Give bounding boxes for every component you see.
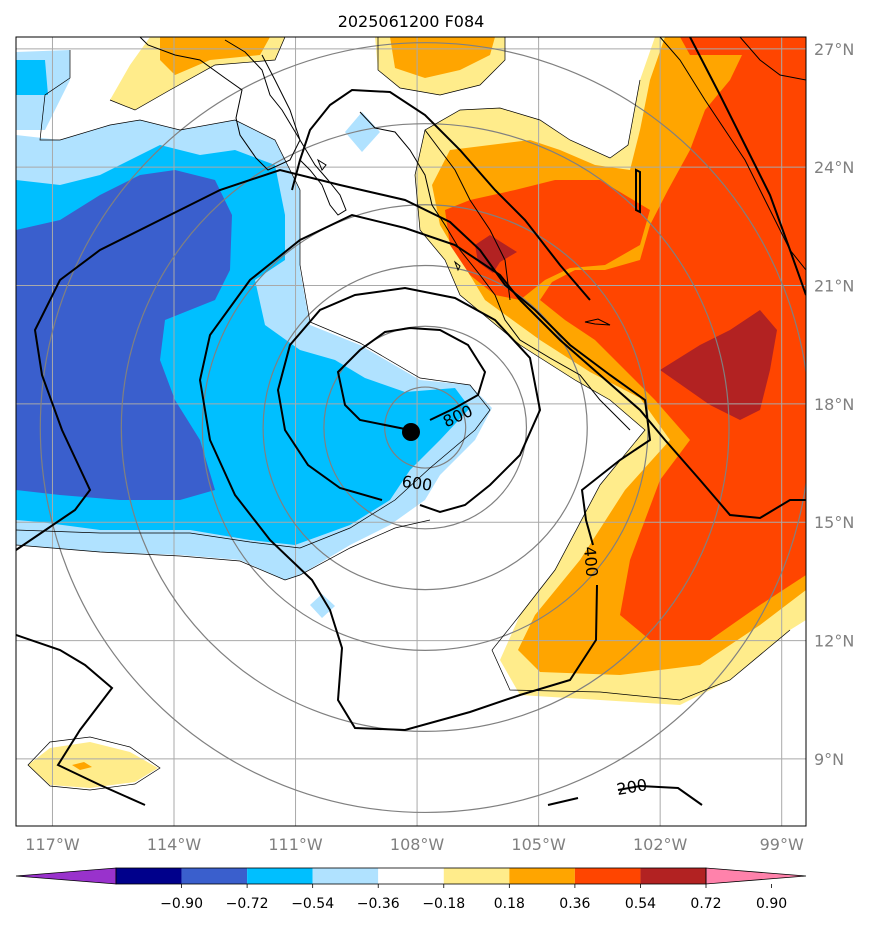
colorbar-segment: [312, 868, 379, 884]
lat-tick-label: 9°N: [814, 750, 844, 769]
mainland-coast: [424, 129, 511, 301]
colorbar-segment: [116, 868, 182, 884]
range-ring: [323, 325, 528, 530]
outline-west-field: [16, 50, 491, 549]
shade-dark-red-b: [660, 310, 777, 420]
map-title: 2025061200 F084: [338, 12, 485, 31]
shade-orange-spot-sw: [72, 762, 92, 770]
shade-orange-north-a: [390, 37, 495, 78]
contour-southwest: [16, 634, 146, 806]
colorbar: −0.90 −0.72 −0.54 −0.36 −0.18 0.18 0.36 0.54 0.7…: [15, 867, 807, 912]
colorbar-segment: [640, 868, 706, 884]
contour-400: [16, 168, 652, 551]
contour-sliver: [635, 168, 641, 214]
baja-coast-west: [139, 37, 301, 171]
colorbar-tick-label: 0.18: [494, 896, 525, 912]
colorbar-tick-label: −0.90: [160, 896, 203, 912]
contour-lines: [16, 37, 806, 806]
colorbar-tick-label: −0.72: [226, 896, 269, 912]
lat-tick-label: 15°N: [814, 513, 854, 532]
shade-red-orange-center: [445, 180, 650, 300]
lat-tick-label: 18°N: [814, 395, 854, 414]
contour-east-border: [689, 37, 806, 296]
shade-dark-red-a: [475, 235, 517, 273]
outline-east-field: [414, 79, 791, 701]
lake-a: [453, 260, 461, 272]
shade-yellow-sw: [28, 742, 158, 788]
map-frame: [15, 36, 807, 827]
contour-400-east: [519, 299, 806, 520]
contour-label: 600: [401, 472, 434, 495]
outline-sw-patch: [27, 736, 161, 791]
lon-tick-label: 117°W: [25, 835, 80, 854]
island-small: [316, 158, 327, 171]
lon-tick-label: 114°W: [147, 835, 202, 854]
lon-tick-label: 111°W: [268, 835, 323, 854]
gridlines: [16, 37, 806, 826]
shade-light-blue-spot: [310, 594, 335, 618]
colorbar-extend-high: [705, 867, 807, 885]
colorbar-tick-label: 0.72: [690, 896, 721, 912]
contour-600: [276, 286, 542, 514]
contour-800: [336, 326, 487, 431]
storm-center-marker: [402, 423, 420, 441]
shade-light-blue-bay: [345, 112, 380, 152]
colorbar-segment: [443, 868, 510, 884]
colorbar-extend-low: [15, 867, 117, 885]
colorbar-tick-label: −0.36: [357, 896, 400, 912]
lat-tick-label: 21°N: [814, 277, 854, 296]
colorbar-segment: [247, 868, 313, 884]
shade-orange-north-b: [160, 37, 270, 75]
longitude-labels: 117°W 114°W 111°W 108°W 105°W 102°W 99°W: [25, 835, 804, 854]
border-east-b: [739, 37, 806, 81]
colorbar-segment: [378, 868, 444, 884]
lon-tick-label: 99°W: [760, 835, 804, 854]
colorbar-segment: [574, 868, 641, 884]
range-ring: [384, 386, 467, 469]
lake-b: [584, 318, 611, 326]
latitude-labels: 27°N 24°N 21°N 18°N 15°N 12°N 9°N: [814, 40, 854, 769]
colorbar-segment: [181, 868, 248, 884]
contour-label: 400: [580, 546, 602, 578]
range-ring: [120, 123, 730, 733]
lon-tick-label: 108°W: [390, 835, 445, 854]
shading-outlines: [16, 37, 791, 791]
range-ring: [39, 42, 806, 813]
colorbar-tick-label: 0.54: [625, 896, 656, 912]
outline-west-lower: [16, 519, 431, 581]
colorbar-tick-label: −0.18: [422, 896, 465, 912]
shade-red-orange-east: [540, 37, 806, 640]
colorbar-tick-label: 0.90: [756, 896, 787, 912]
colorbar-tick-label: 0.36: [559, 896, 590, 912]
contour-400-south: [198, 213, 598, 732]
outline-nw-patch: [109, 37, 286, 111]
baja-peninsula: [261, 54, 347, 216]
contour-200: [547, 784, 703, 806]
lat-tick-label: 27°N: [814, 40, 854, 59]
coastlines: [139, 37, 806, 431]
range-ring: [262, 264, 588, 591]
colorbar-tick-label: −0.54: [291, 896, 334, 912]
lat-tick-label: 24°N: [814, 158, 854, 177]
gulf-coast-east: [359, 111, 631, 431]
lon-tick-label: 105°W: [511, 835, 566, 854]
shade-cyan-nw: [16, 60, 48, 95]
lat-tick-label: 12°N: [814, 632, 854, 651]
lon-tick-label: 102°W: [633, 835, 688, 854]
outline-north-patch: [377, 37, 506, 96]
colorbar-segment: [509, 868, 575, 884]
colorbar-frame: [115, 867, 707, 885]
shade-mid-blue: [16, 170, 232, 500]
contour-north-loop: [291, 88, 591, 301]
